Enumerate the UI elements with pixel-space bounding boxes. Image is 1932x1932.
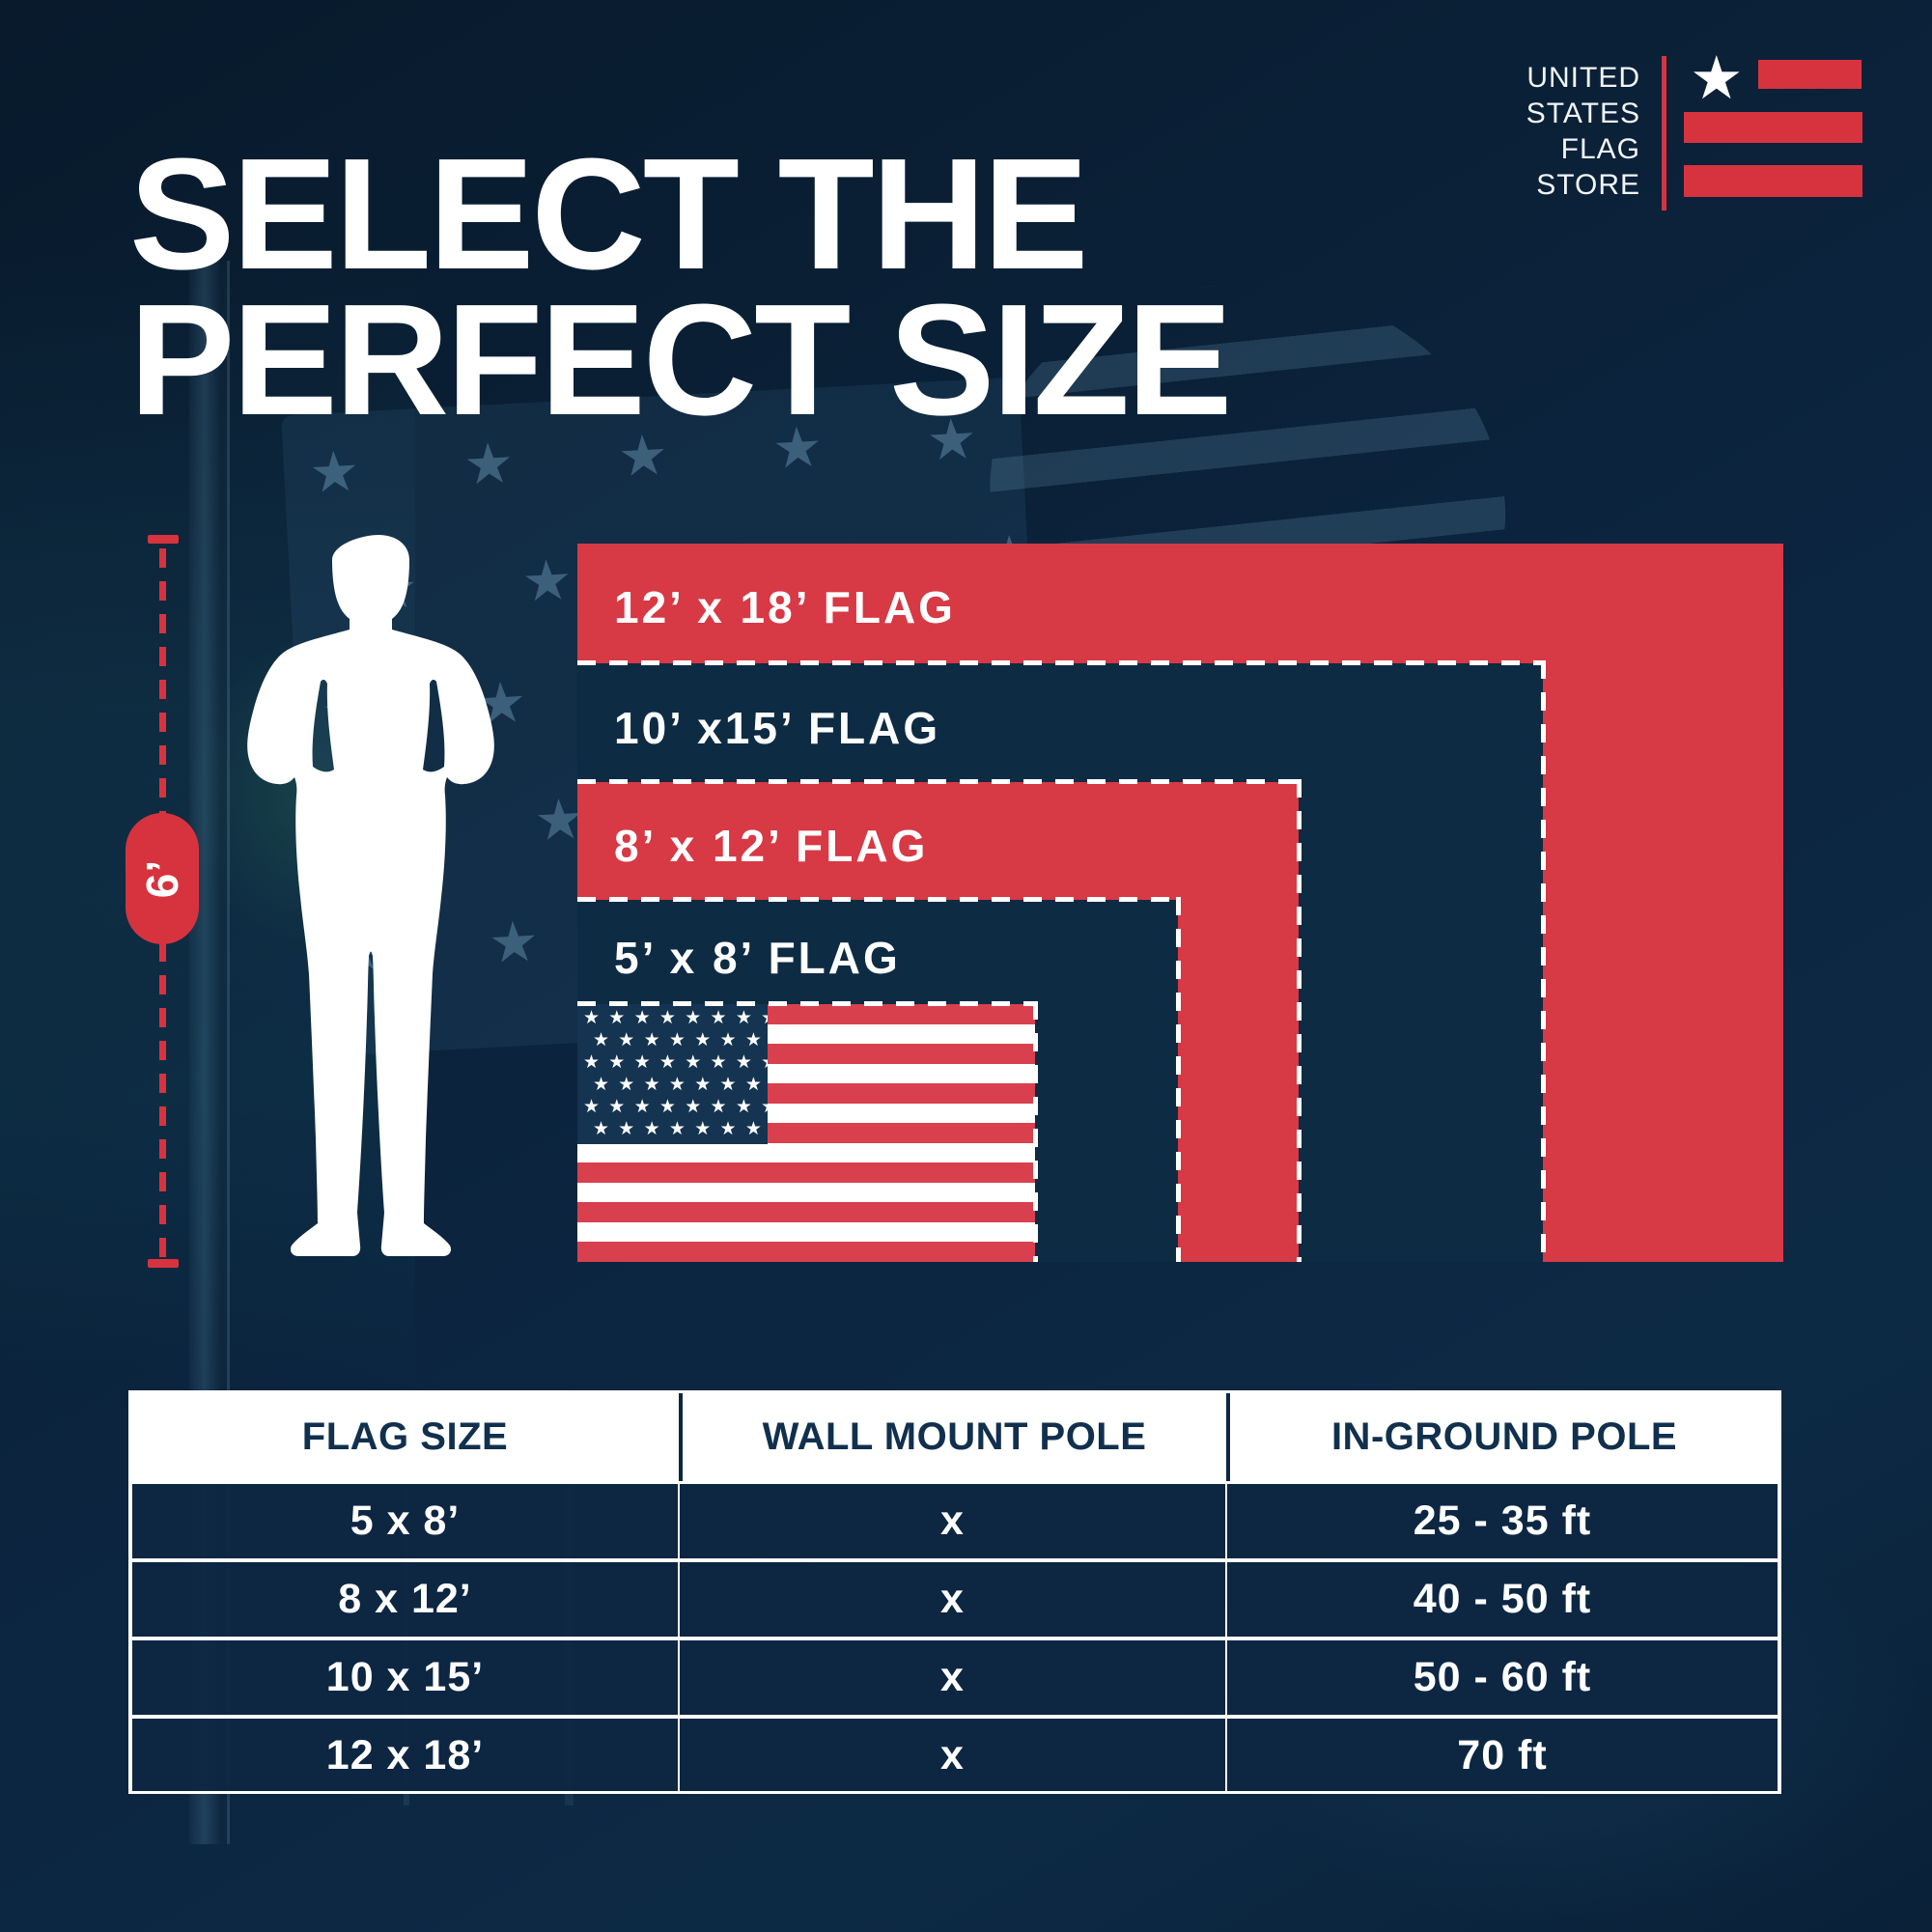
table-cell-in-ground: 50 - 60 ft [1226, 1638, 1778, 1716]
dashed-border-right [1297, 779, 1302, 1262]
logo-stripe [1758, 60, 1862, 89]
logo-line: UNITED [1526, 62, 1640, 94]
table-cell-in-ground: 25 - 35 ft [1226, 1481, 1778, 1559]
dashed-border-right [1033, 1001, 1038, 1262]
dashed-border-top [577, 660, 1543, 665]
table-header-flag-size: FLAG SIZE [131, 1393, 679, 1481]
table-cell-wall-mount: x [679, 1638, 1226, 1716]
dashed-border-top [577, 779, 1299, 784]
logo-line: FLAG [1560, 133, 1640, 165]
table-cell-in-ground: 70 ft [1226, 1716, 1778, 1793]
table-cell-flag-size: 8 x 12’ [131, 1559, 679, 1638]
canton-star-row: ★ ★ ★ ★ ★ ★ ★ ★ ★ [593, 1119, 768, 1139]
logo-star-icon: ★ [1690, 45, 1744, 112]
canton-star-row: ★ ★ ★ ★ ★ ★ ★ ★ ★ [583, 1052, 768, 1073]
dashed-border-right [1176, 897, 1181, 1262]
pole-size-table: FLAG SIZE WALL MOUNT POLE IN-GROUND POLE… [128, 1390, 1781, 1794]
logo-divider [1662, 56, 1666, 210]
canton-star-row: ★ ★ ★ ★ ★ ★ ★ ★ ★ [593, 1075, 768, 1095]
table-cell-flag-size: 12 x 18’ [131, 1716, 679, 1793]
canton-star-row: ★ ★ ★ ★ ★ ★ ★ ★ ★ [593, 1030, 768, 1050]
height-badge-label: 6’ [137, 858, 187, 899]
table-cell-wall-mount: x [679, 1716, 1226, 1793]
table-header-wall-mount: WALL MOUNT POLE [679, 1393, 1226, 1481]
measure-line-top-cap [148, 535, 179, 544]
flag-size-label-10x15: 10’ x15’ FLAG [614, 703, 941, 753]
dashed-border-right [1541, 660, 1546, 1262]
person-silhouette [247, 535, 494, 1256]
page-title: SELECT THE PERFECT SIZE [129, 135, 1232, 439]
table-cell-in-ground: 40 - 50 ft [1226, 1559, 1778, 1638]
measure-line-bottom-cap [148, 1259, 179, 1268]
dashed-border-top [577, 1001, 1035, 1006]
logo-line: STATES [1526, 98, 1640, 129]
flag-size-label-8x12: 8’ x 12’ FLAG [614, 821, 929, 871]
us-flag-image: ★ ★ ★ ★ ★ ★ ★ ★ ★ ★ ★ ★ ★ ★ ★ ★ ★ ★ ★ ★ … [577, 1001, 1038, 1262]
table-cell-flag-size: 10 x 15’ [131, 1638, 679, 1716]
logo-stripe [1684, 112, 1862, 143]
page-title-line-2: PERFECT SIZE [129, 271, 1232, 448]
dashed-border-top [577, 897, 1178, 902]
height-badge: 6’ [126, 813, 199, 944]
canton-star-row: ★ ★ ★ ★ ★ ★ ★ ★ ★ [583, 1008, 768, 1028]
logo-stripe [1684, 165, 1862, 197]
store-logo: UNITED STATES FLAG STORE ★ [1418, 45, 1863, 210]
table-cell-wall-mount: x [679, 1559, 1226, 1638]
canton-star-row: ★ ★ ★ ★ ★ ★ ★ ★ ★ [583, 1097, 768, 1117]
store-logo-wordmark: UNITED STATES FLAG STORE [1418, 56, 1640, 210]
table-cell-wall-mount: x [679, 1481, 1226, 1559]
logo-line: STORE [1536, 169, 1640, 201]
flag-size-label-5x8: 5’ x 8’ FLAG [614, 933, 901, 983]
flag-size-label-12x18: 12’ x 18’ FLAG [614, 582, 956, 632]
page-title-line-1: SELECT THE [129, 126, 1089, 302]
us-flag-canton: ★ ★ ★ ★ ★ ★ ★ ★ ★ ★ ★ ★ ★ ★ ★ ★ ★ ★ ★ ★ … [577, 1004, 768, 1144]
logo-flag-mark: ★ [1684, 45, 1863, 210]
table-header-in-ground: IN-GROUND POLE [1226, 1393, 1778, 1481]
table-cell-flag-size: 5 x 8’ [131, 1481, 679, 1559]
